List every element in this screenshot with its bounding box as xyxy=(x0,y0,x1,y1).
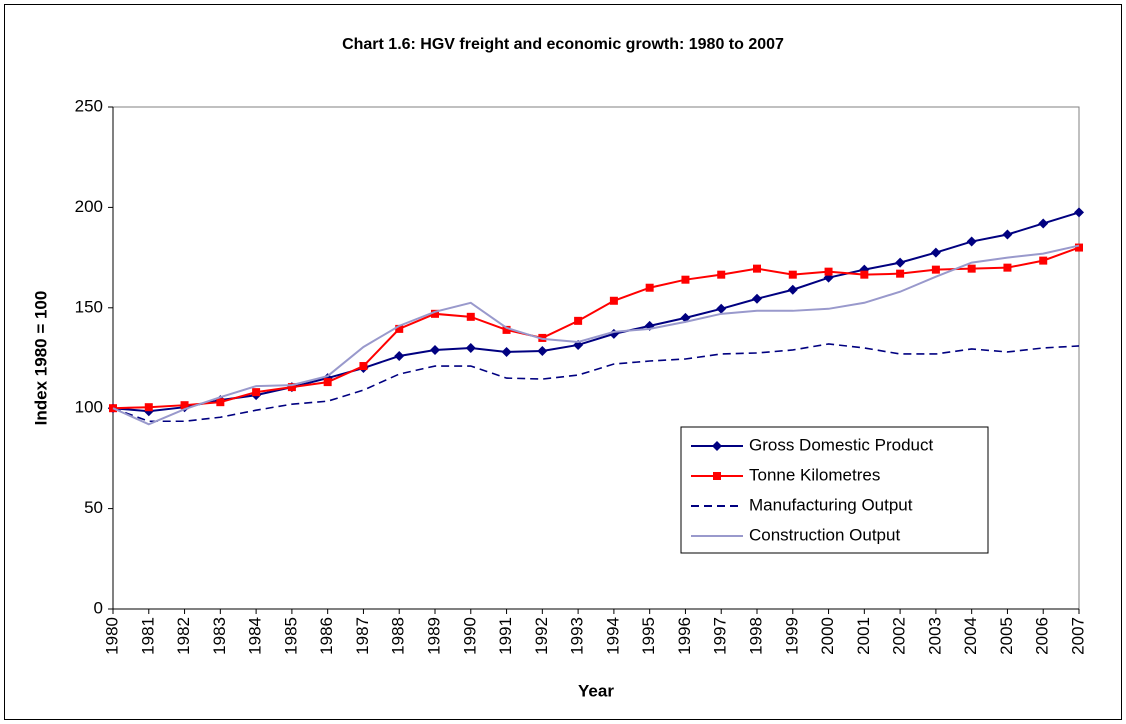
x-tick-label: 1991 xyxy=(496,617,515,655)
point xyxy=(394,350,405,361)
x-tick-label: 1982 xyxy=(174,617,193,655)
point xyxy=(1075,243,1083,252)
point xyxy=(753,264,761,273)
point xyxy=(180,401,189,410)
point xyxy=(860,270,869,279)
x-tick-label: 1987 xyxy=(353,617,372,655)
point xyxy=(967,264,976,273)
point xyxy=(930,247,941,258)
point xyxy=(788,270,797,279)
point xyxy=(430,344,440,355)
x-tick-label: 1997 xyxy=(711,617,730,655)
x-tick-label: 2006 xyxy=(1033,617,1052,655)
point xyxy=(323,378,332,387)
point xyxy=(645,283,654,292)
point xyxy=(609,296,618,305)
legend-label: Manufacturing Output xyxy=(749,495,913,514)
point xyxy=(717,270,726,279)
point xyxy=(787,284,798,295)
point xyxy=(1038,218,1049,229)
x-tick-label: 1990 xyxy=(460,617,479,655)
point xyxy=(716,303,727,314)
legend-label: Tonne Kilometres xyxy=(749,465,880,484)
y-tick-label: 50 xyxy=(84,498,103,517)
x-tick-label: 2004 xyxy=(961,617,980,655)
point xyxy=(501,346,512,357)
point xyxy=(395,324,404,333)
x-tick-label: 1983 xyxy=(210,617,229,655)
series-line xyxy=(112,211,1080,413)
x-tick-label: 1999 xyxy=(782,617,801,655)
point xyxy=(931,265,940,274)
legend-label: Gross Domestic Product xyxy=(749,435,933,454)
point xyxy=(465,342,476,353)
x-tick-label: 1989 xyxy=(424,617,443,655)
point xyxy=(966,236,977,247)
x-tick-label: 1996 xyxy=(675,617,694,655)
x-tick-label: 2001 xyxy=(854,617,873,655)
x-tick-label: 1988 xyxy=(389,617,408,655)
chart-title: Chart 1.6: HGV freight and economic grow… xyxy=(342,36,784,53)
legend-marker xyxy=(713,472,721,480)
point xyxy=(824,267,833,276)
x-tick-label: 1994 xyxy=(603,617,622,655)
x-tick-label: 1980 xyxy=(102,617,121,655)
point xyxy=(752,293,762,304)
x-tick-label: 1992 xyxy=(532,617,551,655)
point xyxy=(252,388,261,397)
point xyxy=(216,398,225,407)
point xyxy=(144,403,153,412)
y-tick-label: 150 xyxy=(75,297,103,316)
y-axis-label: Index 1980 = 100 xyxy=(31,291,50,426)
legend-box xyxy=(680,426,989,554)
point xyxy=(895,257,906,268)
point xyxy=(502,325,511,334)
x-tick-label: 1998 xyxy=(746,617,765,655)
point xyxy=(1002,229,1013,240)
point xyxy=(896,269,905,278)
x-tick-label: 2002 xyxy=(890,617,909,655)
y-tick-label: 0 xyxy=(94,598,103,617)
x-tick-label: 1981 xyxy=(138,617,157,655)
point xyxy=(1003,263,1012,272)
series-line xyxy=(112,244,1080,426)
y-tick-label: 200 xyxy=(75,197,103,216)
legend-marker xyxy=(712,441,722,451)
point xyxy=(574,316,583,325)
x-axis-label: Year xyxy=(578,681,614,700)
x-tick-label: 1986 xyxy=(317,617,336,655)
legend-label: Construction Output xyxy=(749,525,900,544)
series-line xyxy=(112,343,1080,423)
x-tick-label: 2000 xyxy=(818,617,837,655)
point xyxy=(359,362,368,371)
x-tick-label: 2003 xyxy=(925,617,944,655)
x-tick-label: 2007 xyxy=(1068,617,1087,655)
y-tick-label: 250 xyxy=(75,96,103,115)
chart-border xyxy=(4,4,1122,720)
x-tick-label: 1985 xyxy=(281,617,300,655)
point xyxy=(1039,256,1048,265)
point xyxy=(466,312,475,321)
x-tick-label: 2005 xyxy=(997,617,1016,655)
series-line xyxy=(112,246,1080,410)
y-tick-label: 100 xyxy=(75,398,103,417)
x-tick-label: 1984 xyxy=(246,617,265,655)
point xyxy=(1074,207,1084,218)
point xyxy=(431,309,439,318)
point xyxy=(537,345,548,356)
x-tick-label: 1995 xyxy=(639,617,658,655)
point xyxy=(287,383,296,392)
x-tick-label: 1993 xyxy=(568,617,587,655)
point xyxy=(681,275,690,284)
